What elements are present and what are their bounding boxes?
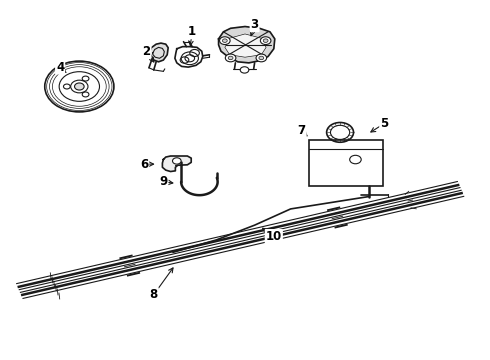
Text: 10: 10	[266, 230, 282, 243]
Text: 4: 4	[56, 60, 64, 73]
Circle shape	[220, 37, 230, 45]
Polygon shape	[162, 156, 191, 171]
Polygon shape	[149, 43, 168, 62]
Text: 3: 3	[250, 18, 259, 31]
Circle shape	[74, 83, 84, 90]
Text: 9: 9	[159, 175, 168, 188]
Circle shape	[240, 67, 249, 73]
Polygon shape	[219, 27, 275, 63]
Text: 1: 1	[188, 25, 196, 38]
Text: 5: 5	[380, 117, 389, 130]
Polygon shape	[175, 47, 203, 67]
Circle shape	[172, 158, 181, 164]
Text: 6: 6	[140, 158, 148, 171]
Circle shape	[259, 56, 264, 60]
Circle shape	[260, 37, 271, 45]
Text: 7: 7	[297, 124, 306, 137]
Circle shape	[263, 39, 268, 42]
Circle shape	[256, 54, 267, 62]
Polygon shape	[225, 34, 266, 57]
Text: 8: 8	[149, 288, 158, 301]
FancyBboxPatch shape	[309, 140, 383, 186]
Circle shape	[222, 39, 227, 42]
Circle shape	[225, 54, 236, 62]
Circle shape	[228, 56, 233, 60]
Text: 2: 2	[143, 45, 150, 58]
